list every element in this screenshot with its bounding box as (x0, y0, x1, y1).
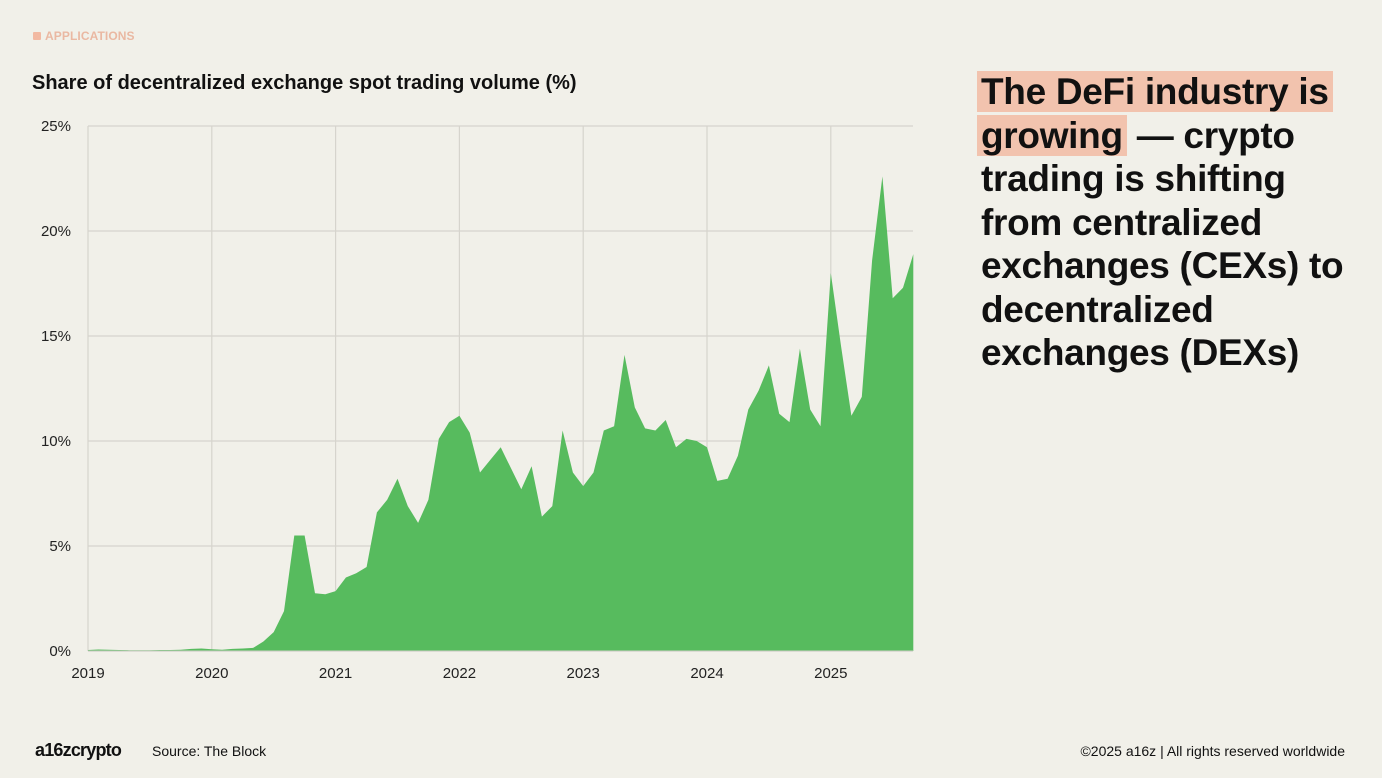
a16z-crypto-logo: a16zcrypto (35, 740, 122, 760)
data-point (674, 445, 678, 449)
data-point (870, 258, 874, 262)
data-point (715, 479, 719, 483)
data-point (911, 252, 915, 256)
data-point (808, 408, 812, 412)
data-point (592, 471, 596, 475)
data-point (354, 571, 358, 575)
data-point (860, 395, 864, 399)
data-point (138, 648, 142, 652)
data-point (684, 437, 688, 441)
data-point (757, 389, 761, 393)
x-tick-label: 2019 (71, 665, 104, 682)
chart-title: Share of decentralized exchange spot tra… (32, 72, 577, 94)
data-point (798, 347, 802, 351)
data-point (406, 504, 410, 508)
data-point (818, 424, 822, 428)
data-point (375, 510, 379, 514)
data-point (251, 646, 255, 650)
y-tick-label: 20% (41, 223, 71, 240)
data-point (272, 630, 276, 634)
data-point (241, 646, 245, 650)
data-point (767, 363, 771, 367)
data-point (581, 484, 585, 488)
data-point (313, 591, 317, 595)
x-tick-label: 2020 (195, 665, 228, 682)
section-label: APPLICATIONS (33, 29, 135, 43)
data-point (478, 471, 482, 475)
x-tick-label: 2021 (319, 665, 352, 682)
data-point (385, 498, 389, 502)
data-point (282, 609, 286, 613)
y-tick-label: 25% (41, 118, 71, 135)
x-tick-label: 2024 (690, 665, 723, 682)
data-point (499, 445, 503, 449)
data-point (891, 296, 895, 300)
y-tick-label: 0% (49, 643, 71, 660)
data-point (643, 426, 647, 430)
data-point (839, 345, 843, 349)
data-point (519, 487, 523, 491)
data-point (230, 647, 234, 651)
data-point (540, 515, 544, 519)
data-point (426, 498, 430, 502)
data-point (633, 405, 637, 409)
data-point (695, 439, 699, 443)
data-point (829, 271, 833, 275)
data-point (334, 589, 338, 593)
headline-rest: — crypto trading is shifting from centra… (981, 114, 1344, 374)
data-point (344, 576, 348, 580)
data-point (292, 534, 296, 538)
source-note: Source: The Block (152, 743, 267, 759)
data-point (726, 477, 730, 481)
data-point (622, 353, 626, 357)
data-point (530, 464, 534, 468)
data-point (447, 420, 451, 424)
data-point (550, 504, 554, 508)
data-point (777, 412, 781, 416)
data-point (468, 431, 472, 435)
x-tick-label: 2025 (814, 665, 847, 682)
x-tick-label: 2023 (567, 665, 600, 682)
data-point (509, 466, 513, 470)
data-point (664, 418, 668, 422)
data-point (303, 534, 307, 538)
data-point (736, 454, 740, 458)
data-point (127, 648, 131, 652)
section-square-icon (33, 32, 41, 40)
area-series (88, 176, 914, 651)
data-point (705, 445, 709, 449)
data-point (788, 420, 792, 424)
y-tick-label: 10% (41, 433, 71, 450)
y-tick-label: 15% (41, 328, 71, 345)
data-point (488, 458, 492, 462)
data-point (323, 592, 327, 596)
data-point (571, 471, 575, 475)
data-point (602, 429, 606, 433)
x-tick-label: 2022 (443, 665, 476, 682)
data-point (396, 477, 400, 481)
data-point (561, 429, 565, 433)
data-point (746, 408, 750, 412)
data-point (901, 286, 905, 290)
data-point (880, 174, 884, 178)
copyright: ©2025 a16z | All rights reserved worldwi… (1080, 743, 1345, 759)
data-point (148, 648, 152, 652)
data-point (199, 646, 203, 650)
data-point (612, 424, 616, 428)
data-point (261, 640, 265, 644)
headline: The DeFi industry is growing — crypto tr… (977, 70, 1361, 375)
data-point (849, 414, 853, 418)
section-label-text: APPLICATIONS (45, 29, 135, 43)
data-point (437, 437, 441, 441)
data-point (365, 565, 369, 569)
data-point (189, 647, 193, 651)
y-tick-label: 5% (49, 538, 71, 555)
data-point (416, 521, 420, 525)
data-point (653, 429, 657, 433)
area-chart: 0% 5% 10% 15% 20% 25% 2019 2020 2021 2022 2023 2024… (41, 118, 915, 682)
data-point (457, 414, 461, 418)
